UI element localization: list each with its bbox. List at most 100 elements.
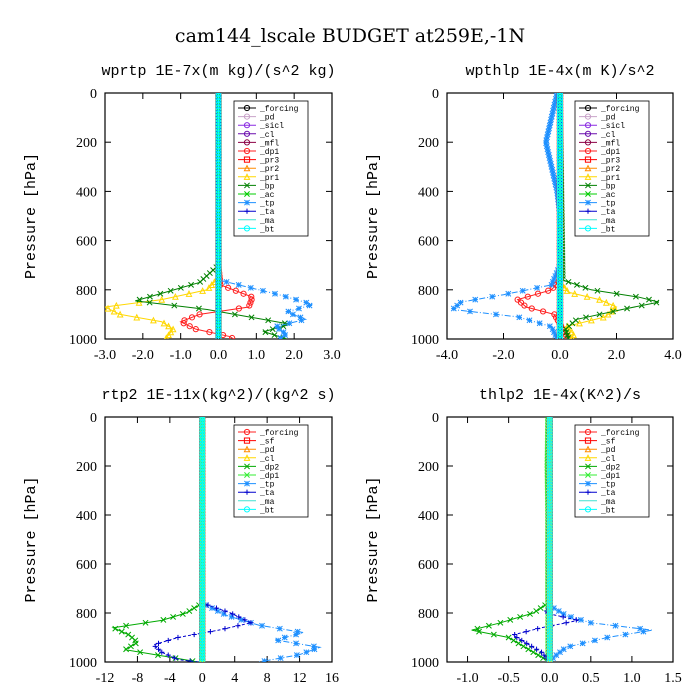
plot-area xyxy=(111,417,322,662)
series-marker xyxy=(199,634,206,641)
legend-entry: _forcing xyxy=(238,104,299,114)
series-marker xyxy=(570,331,577,339)
series-marker xyxy=(556,267,564,274)
legend-entry: _ta xyxy=(579,208,616,217)
series-marker xyxy=(215,193,222,200)
series-marker xyxy=(215,205,222,212)
series-marker xyxy=(185,290,193,297)
series-marker xyxy=(215,178,222,185)
series-marker xyxy=(524,640,530,646)
series-marker xyxy=(294,628,301,635)
series-marker xyxy=(187,658,193,662)
series-marker xyxy=(583,314,589,321)
legend-label: _ta xyxy=(600,208,616,217)
series-dp2 xyxy=(471,417,552,662)
series-marker xyxy=(112,301,120,309)
legend-label: _bp xyxy=(600,182,616,191)
series-marker xyxy=(199,431,206,438)
series-marker xyxy=(306,302,313,309)
series-marker xyxy=(199,652,206,659)
series-marker xyxy=(215,184,222,191)
legend-label: _bt xyxy=(600,225,615,234)
series-marker xyxy=(167,328,175,336)
series-marker xyxy=(215,237,222,244)
legend-marker xyxy=(584,104,592,112)
series-marker xyxy=(311,646,318,653)
series-marker xyxy=(539,308,547,315)
legend-entry: _cl xyxy=(238,130,275,140)
series-marker xyxy=(546,525,553,532)
series-marker xyxy=(222,626,228,632)
y-tick-label: 0 xyxy=(90,87,97,102)
series-marker xyxy=(230,611,236,617)
series-marker xyxy=(199,555,206,562)
series-marker xyxy=(215,243,222,250)
series-marker xyxy=(205,602,211,608)
series-marker xyxy=(556,326,564,333)
series-marker xyxy=(485,622,492,629)
series-marker xyxy=(530,649,537,656)
legend-label: _ac xyxy=(259,191,275,200)
series-marker xyxy=(556,163,564,170)
series-marker xyxy=(199,581,206,588)
series-marker xyxy=(556,246,564,253)
panel-4: thlp2 1E-4x(K^2)/s Pressure [hPa] -1.0 -0.5… xyxy=(365,387,682,686)
series-marker xyxy=(215,290,222,297)
series-marker xyxy=(199,540,206,547)
legend-label: _sf xyxy=(259,438,275,447)
series-marker xyxy=(546,654,553,662)
legend-entry: _dp1 xyxy=(238,147,279,157)
series-marker xyxy=(514,634,520,641)
series-marker xyxy=(199,587,206,594)
series-marker xyxy=(632,293,639,300)
series-marker xyxy=(215,252,222,259)
x-tick-label: 2.0 xyxy=(285,348,303,363)
series-marker xyxy=(191,631,197,638)
series-marker xyxy=(512,631,518,638)
series-marker xyxy=(215,104,222,111)
legend-label: _cl xyxy=(600,131,616,140)
x-tick-label: 16 xyxy=(325,671,339,686)
legend-label: _ta xyxy=(259,489,275,498)
series-marker xyxy=(556,98,564,105)
series-marker xyxy=(199,549,206,556)
series-marker xyxy=(533,608,540,614)
x-tick-label: 3.0 xyxy=(323,348,341,363)
legend-label: _bp xyxy=(259,182,275,191)
series-marker xyxy=(556,125,564,132)
series-marker xyxy=(553,93,560,99)
legend-marker xyxy=(584,445,592,453)
series-marker xyxy=(199,649,206,656)
x-tick-label: -2.0 xyxy=(492,348,514,363)
series-marker xyxy=(199,557,206,565)
legend-entry: _pr2 xyxy=(238,164,279,174)
series-marker xyxy=(544,134,550,141)
legend-entry: _dp1 xyxy=(238,472,279,481)
x-tick-label: 1.5 xyxy=(664,671,682,686)
legend-label: _ma xyxy=(600,217,616,226)
series-marker xyxy=(215,267,222,274)
series-marker xyxy=(556,331,564,339)
series-marker xyxy=(215,157,222,164)
series-marker xyxy=(556,187,564,194)
series-marker xyxy=(596,295,603,303)
series-marker xyxy=(199,646,206,653)
legend-label: _ma xyxy=(259,217,275,226)
series-marker xyxy=(582,284,589,291)
series-marker xyxy=(543,137,550,144)
series-marker xyxy=(474,625,481,632)
legend-entry: _tp xyxy=(238,200,275,209)
series-marker xyxy=(551,178,558,185)
series-marker xyxy=(613,290,620,297)
series-marker xyxy=(293,631,300,638)
series-marker xyxy=(556,199,564,206)
legend-label: _forcing xyxy=(259,105,299,114)
x-tick-label: 1.0 xyxy=(248,348,266,363)
series-marker xyxy=(215,119,222,126)
series-marker xyxy=(159,649,165,655)
series-marker xyxy=(192,326,199,333)
series-marker xyxy=(556,175,564,182)
legend-entry: _ta xyxy=(238,489,275,498)
series-marker xyxy=(550,172,557,179)
series-marker xyxy=(579,640,586,647)
